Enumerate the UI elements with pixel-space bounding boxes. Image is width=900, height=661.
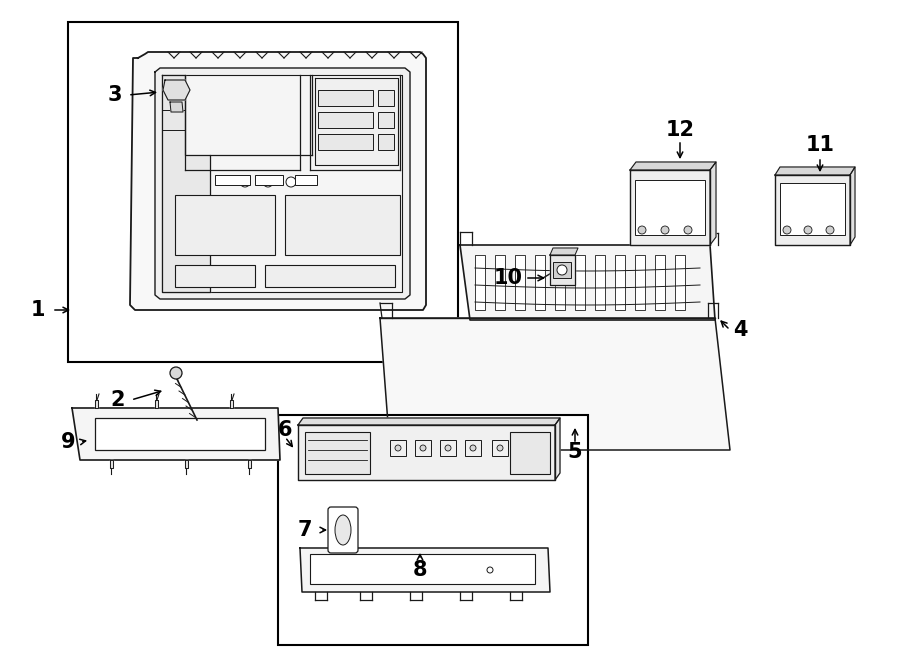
- Polygon shape: [110, 460, 113, 468]
- Bar: [492, 440, 508, 456]
- Text: 9: 9: [60, 432, 76, 452]
- Bar: [95, 418, 265, 450]
- Polygon shape: [72, 408, 280, 460]
- Bar: [440, 440, 456, 456]
- Polygon shape: [775, 167, 855, 175]
- Text: 1: 1: [31, 300, 45, 320]
- Polygon shape: [710, 162, 716, 245]
- Polygon shape: [170, 102, 183, 112]
- Circle shape: [826, 226, 834, 234]
- Circle shape: [470, 445, 476, 451]
- Text: 10: 10: [493, 268, 523, 288]
- Polygon shape: [315, 78, 398, 165]
- Bar: [780, 183, 845, 235]
- Text: 8: 8: [413, 560, 428, 580]
- Bar: [175, 265, 255, 287]
- Bar: [68, 22, 458, 362]
- Circle shape: [286, 177, 296, 187]
- Text: 12: 12: [665, 120, 695, 140]
- Polygon shape: [300, 548, 550, 592]
- Circle shape: [638, 226, 646, 234]
- Bar: [635, 180, 705, 235]
- Polygon shape: [298, 425, 555, 480]
- Bar: [175, 195, 275, 255]
- Polygon shape: [550, 255, 575, 285]
- Polygon shape: [155, 68, 410, 299]
- Circle shape: [804, 226, 812, 234]
- Bar: [655, 255, 665, 310]
- Bar: [595, 255, 605, 310]
- Circle shape: [684, 226, 692, 234]
- Circle shape: [661, 226, 669, 234]
- Circle shape: [420, 445, 426, 451]
- Polygon shape: [380, 318, 730, 450]
- Bar: [675, 255, 685, 310]
- Ellipse shape: [335, 515, 351, 545]
- Text: 2: 2: [111, 390, 125, 410]
- Polygon shape: [850, 167, 855, 245]
- Circle shape: [783, 226, 791, 234]
- Circle shape: [263, 177, 273, 187]
- Circle shape: [395, 445, 401, 451]
- Polygon shape: [130, 52, 426, 310]
- Bar: [318, 134, 373, 150]
- Circle shape: [497, 445, 503, 451]
- Text: 6: 6: [278, 420, 293, 440]
- Bar: [310, 554, 535, 584]
- Polygon shape: [230, 400, 233, 408]
- Text: 4: 4: [733, 320, 747, 340]
- Bar: [215, 175, 250, 185]
- Bar: [515, 255, 525, 310]
- Polygon shape: [460, 245, 715, 320]
- Circle shape: [240, 177, 250, 187]
- Bar: [295, 175, 317, 185]
- Bar: [278, 415, 588, 645]
- Bar: [415, 440, 431, 456]
- Polygon shape: [555, 418, 560, 480]
- Polygon shape: [630, 170, 710, 245]
- Bar: [615, 255, 625, 310]
- Bar: [305, 432, 370, 474]
- Polygon shape: [630, 162, 716, 170]
- Polygon shape: [248, 460, 251, 468]
- Bar: [575, 255, 585, 310]
- Ellipse shape: [557, 265, 567, 275]
- Polygon shape: [95, 400, 98, 408]
- Bar: [265, 265, 395, 287]
- Circle shape: [170, 367, 182, 379]
- FancyBboxPatch shape: [328, 507, 358, 553]
- Bar: [510, 432, 550, 474]
- Circle shape: [487, 567, 493, 573]
- Bar: [378, 134, 394, 150]
- Polygon shape: [155, 400, 158, 408]
- Bar: [635, 255, 645, 310]
- Bar: [285, 195, 400, 255]
- Bar: [495, 255, 505, 310]
- Bar: [390, 440, 406, 456]
- Polygon shape: [185, 460, 188, 468]
- Circle shape: [445, 445, 451, 451]
- Bar: [318, 112, 373, 128]
- Bar: [318, 90, 373, 106]
- Polygon shape: [775, 175, 850, 245]
- Text: 3: 3: [108, 85, 122, 105]
- Polygon shape: [298, 418, 560, 425]
- Bar: [535, 255, 545, 310]
- Bar: [555, 255, 565, 310]
- Bar: [465, 440, 481, 456]
- Polygon shape: [550, 248, 578, 255]
- Polygon shape: [163, 80, 190, 100]
- Text: 5: 5: [568, 442, 582, 462]
- Text: 7: 7: [298, 520, 312, 540]
- Bar: [475, 255, 485, 310]
- Bar: [553, 262, 571, 278]
- Bar: [378, 90, 394, 106]
- Text: 11: 11: [806, 135, 834, 155]
- Bar: [255, 175, 283, 185]
- Polygon shape: [162, 75, 402, 292]
- Polygon shape: [162, 75, 210, 292]
- Bar: [378, 112, 394, 128]
